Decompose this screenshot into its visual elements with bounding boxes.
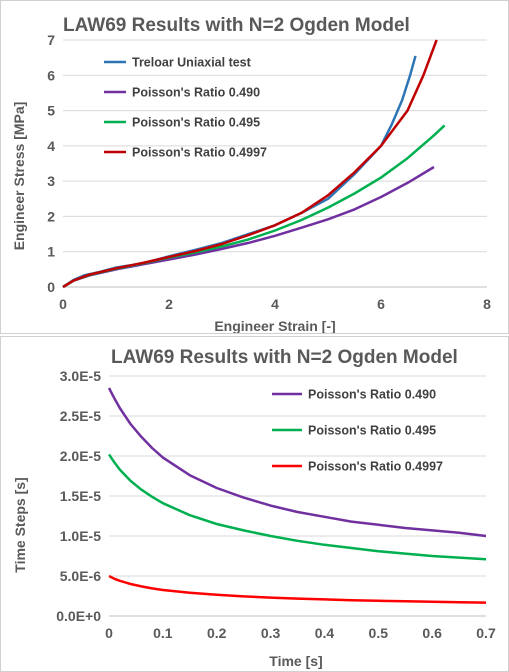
series-line-poisson-s-ratio-0-495 (107, 453, 487, 561)
x-tick-label: 0.7 (476, 625, 496, 641)
chart-title: LAW69 Results with N=2 Ogden Model (63, 15, 410, 36)
x-tick-label: 0 (105, 625, 113, 641)
y-tick-label: 2.5E-5 (60, 408, 101, 424)
x-tick-label: 6 (377, 296, 385, 312)
y-tick-label: 6 (47, 67, 55, 83)
y-tick-label: 3.0E-5 (60, 368, 101, 384)
x-tick-label: 0.1 (153, 625, 173, 641)
series-line-poisson-s-ratio-0-490 (107, 387, 487, 538)
y-tick-label: 1 (47, 244, 55, 260)
series-line-poisson-s-ratio-0-4997 (108, 574, 487, 604)
x-tick-label: 2 (165, 296, 173, 312)
y-tick-label: 5 (47, 103, 55, 119)
x-tick-label: 0.4 (315, 625, 335, 641)
y-tick-label: 2.0E-5 (60, 448, 101, 464)
series-line-poisson-s-ratio-0-4997 (62, 39, 438, 289)
y-tick-label: 0.0E+0 (56, 608, 101, 624)
legend-label: Poisson's Ratio 0.490 (132, 86, 260, 100)
y-tick-label: 1.5E-5 (60, 488, 101, 504)
y-tick-label: 3 (47, 173, 55, 189)
y-tick-label: 2 (47, 208, 55, 224)
time-step-chart: LAW69 Results with N=2 Ogden Model 0.0E+… (12, 347, 496, 669)
x-tick-label: 4 (271, 296, 279, 312)
time-step-chart-panel: LAW69 Results with N=2 Ogden Model 0.0E+… (0, 336, 509, 672)
stress-strain-chart: LAW69 Results with N=2 Ogden Model 0 1 2 3 4… (11, 15, 491, 333)
x-tick-label: 0.3 (261, 625, 281, 641)
x-tick-label: 0.2 (207, 625, 227, 641)
legend-label: Poisson's Ratio 0.490 (308, 388, 436, 402)
legend-label: Poisson's Ratio 0.4997 (308, 460, 443, 474)
y-tick-label: 4 (47, 138, 55, 154)
legend-label: Treloar Uniaxial test (132, 56, 252, 70)
legend-label: Poisson's Ratio 0.4997 (132, 146, 267, 160)
y-axis-title: Time Steps [s] (12, 477, 28, 572)
y-tick-label: 7 (47, 32, 55, 48)
x-axis-title: Time [s] (269, 653, 322, 669)
legend-label: Poisson's Ratio 0.495 (308, 424, 436, 438)
chart-title: LAW69 Results with N=2 Ogden Model (111, 347, 458, 368)
stress-strain-chart-panel: LAW69 Results with N=2 Ogden Model 0 1 2 3 4… (0, 0, 509, 334)
x-tick-label: 0.6 (422, 625, 442, 641)
x-axis-title: Engineer Strain [-] (214, 318, 335, 333)
y-tick-label: 0 (47, 279, 55, 295)
y-tick-label: 1.0E-5 (60, 528, 101, 544)
x-tick-label: 0 (59, 296, 67, 312)
y-tick-label: 5.0E-6 (60, 568, 101, 584)
x-tick-label: 0.5 (369, 625, 389, 641)
x-tick-label: 8 (483, 296, 491, 312)
y-axis-title: Engineer Stress [MPa] (11, 102, 27, 251)
legend-label: Poisson's Ratio 0.495 (132, 116, 260, 130)
